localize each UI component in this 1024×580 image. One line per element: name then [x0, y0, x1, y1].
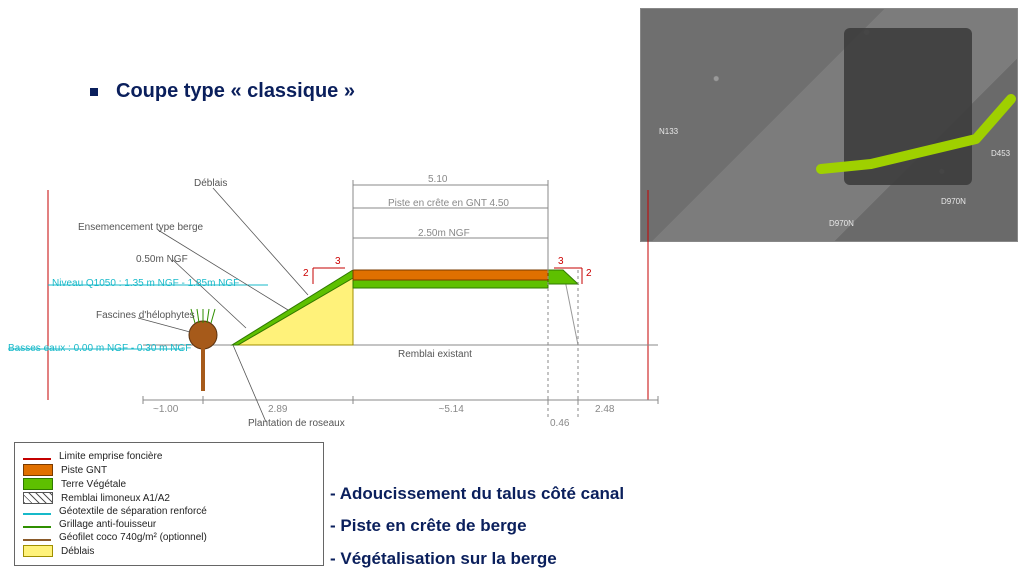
label-niveau-q: Niveau Q1050 : 1.35 m NGF - 1.85m NGF	[52, 278, 239, 289]
label-fascines: Fascines d'hélophytes	[96, 310, 195, 321]
legend-row: Grillage anti-fouisseur	[23, 519, 315, 530]
map-road-label: N133	[659, 127, 678, 136]
dim-b3: ~5.14	[439, 404, 464, 415]
legend-label: Terre Végétale	[61, 479, 126, 490]
legend-label: Remblai limoneux A1/A2	[61, 493, 170, 504]
legend-swatch-icon	[23, 513, 51, 515]
label-remblai: Remblai existant	[398, 349, 472, 360]
feature-bullets: - Adoucissement du talus côté canal- Pis…	[330, 478, 624, 575]
dim-b2: 2.89	[268, 404, 287, 415]
legend-row: Terre Végétale	[23, 478, 315, 490]
legend-swatch-icon	[23, 458, 51, 460]
dim-b1: ~1.00	[153, 404, 178, 415]
label-050ngf: 0.50m NGF	[136, 254, 188, 265]
slope-right-b: 2	[586, 268, 592, 279]
legend-row: Limite emprise foncière	[23, 451, 315, 462]
map-road-label: D970N	[941, 197, 966, 206]
legend-row: Remblai limoneux A1/A2	[23, 492, 315, 504]
legend-row: Géofilet coco 740g/m² (optionnel)	[23, 532, 315, 543]
legend-label: Géotextile de séparation renforcé	[59, 506, 207, 517]
title-bullet-icon	[90, 88, 98, 96]
feature-bullet: - Adoucissement du talus côté canal	[330, 478, 624, 510]
label-ensemencement: Ensemencement type berge	[78, 222, 203, 233]
slope-right-a: 3	[558, 256, 564, 267]
dim-b4: 2.48	[595, 404, 614, 415]
legend-label: Déblais	[61, 546, 94, 557]
page-title: Coupe type « classique »	[116, 80, 355, 103]
slope-left-a: 2	[303, 268, 309, 279]
feature-bullet: - Végétalisation sur la berge	[330, 543, 624, 575]
title-row: Coupe type « classique »	[90, 80, 355, 103]
dim-ngf: 2.50m NGF	[418, 228, 470, 239]
legend-label: Piste GNT	[61, 465, 107, 476]
map-road-label: D453	[991, 149, 1010, 158]
legend-box: Limite emprise foncière Piste GNT Terre Vé…	[14, 442, 324, 566]
slope-left-b: 3	[335, 256, 341, 267]
label-plantation: Plantation de roseaux	[248, 418, 345, 429]
dim-piste: Piste en crête en GNT 4.50	[388, 198, 509, 209]
diagram-svg	[8, 160, 668, 430]
legend-label: Géofilet coco 740g/m² (optionnel)	[59, 532, 207, 543]
label-deblais: Déblais	[194, 178, 227, 189]
dim-b5: 0.46	[550, 418, 569, 429]
legend-swatch-icon	[23, 464, 53, 476]
legend-row: Géotextile de séparation renforcé	[23, 506, 315, 517]
cross-section-diagram: Déblais Ensemencement type berge 0.50m NGF…	[8, 160, 668, 430]
legend-swatch-icon	[23, 545, 53, 557]
legend-label: Limite emprise foncière	[59, 451, 162, 462]
legend-swatch-icon	[23, 526, 51, 528]
map-overlay	[641, 9, 1017, 241]
label-basses-eaux: Basses eaux : 0.00 m NGF - 0.30 m NGF	[8, 343, 191, 354]
legend-label: Grillage anti-fouisseur	[59, 519, 156, 530]
feature-bullet: - Piste en crête de berge	[330, 510, 624, 542]
dim-top: 5.10	[428, 174, 447, 185]
legend-swatch-icon	[23, 539, 51, 541]
map-road-label: D970N	[829, 219, 854, 228]
legend-row: Déblais	[23, 545, 315, 557]
legend-row: Piste GNT	[23, 464, 315, 476]
legend-swatch-icon	[23, 492, 53, 504]
legend-swatch-icon	[23, 478, 53, 490]
aerial-map: N133 D453 D970N D970N	[640, 8, 1018, 242]
